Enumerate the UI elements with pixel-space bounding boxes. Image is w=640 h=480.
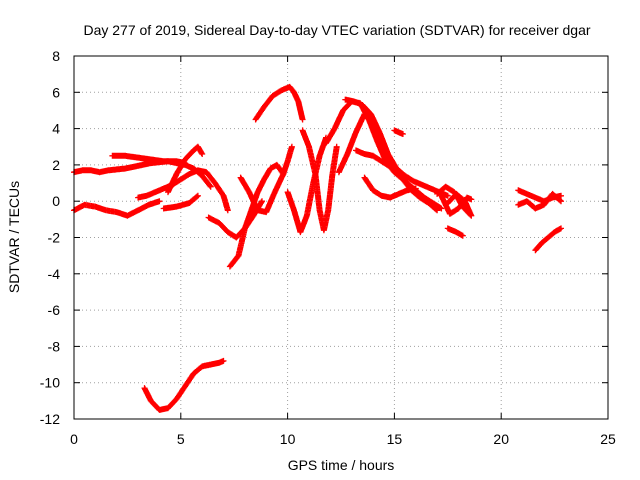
data-point-markers bbox=[438, 192, 475, 217]
series-track-21 bbox=[438, 192, 475, 217]
series-track-22 bbox=[444, 225, 466, 239]
series-track-07 bbox=[141, 357, 227, 413]
series-track-10 bbox=[237, 143, 295, 216]
y-tick-label: 6 bbox=[52, 84, 60, 100]
x-axis-label: GPS time / hours bbox=[288, 457, 395, 473]
data-point-markers bbox=[237, 143, 295, 216]
series-track-09 bbox=[226, 161, 287, 270]
data-point-markers bbox=[252, 83, 306, 123]
x-tick-label: 0 bbox=[70, 431, 78, 447]
series-track-18 bbox=[361, 174, 419, 201]
data-point-markers bbox=[444, 225, 466, 239]
data-point-markers bbox=[342, 96, 451, 199]
y-tick-label: -8 bbox=[48, 338, 61, 354]
data-point-markers bbox=[515, 190, 564, 212]
x-tick-label: 15 bbox=[387, 431, 403, 447]
y-tick-label: 2 bbox=[52, 157, 60, 173]
data-point-markers bbox=[109, 152, 189, 167]
chart-title: Day 277 of 2019, Sidereal Day-to-day VTE… bbox=[83, 22, 590, 38]
data-point-markers bbox=[391, 127, 406, 137]
series-track-11 bbox=[252, 83, 306, 123]
series-track-06 bbox=[160, 192, 201, 212]
series-track-05 bbox=[165, 143, 206, 196]
series-track-03 bbox=[71, 198, 163, 219]
x-tick-label: 10 bbox=[280, 431, 296, 447]
series-track-13 bbox=[299, 127, 340, 234]
x-axis-tick-labels: 0 5 10 15 20 25 bbox=[70, 431, 616, 447]
data-point-markers bbox=[299, 127, 340, 234]
data-point-markers bbox=[71, 198, 163, 219]
y-tick-label: 0 bbox=[52, 193, 60, 209]
y-tick-label: 4 bbox=[52, 121, 60, 137]
y-axis-tick-labels: -12 -10 -8 -6 -4 -2 0 2 4 6 8 bbox=[40, 48, 60, 427]
y-tick-label: -12 bbox=[40, 411, 60, 427]
data-point-markers bbox=[361, 174, 419, 201]
y-tick-label: -2 bbox=[48, 230, 61, 246]
data-point-markers bbox=[160, 192, 201, 212]
data-point-markers bbox=[141, 357, 227, 413]
series-track-20 bbox=[434, 183, 475, 219]
y-tick-label: -10 bbox=[40, 375, 60, 391]
series-track-15 bbox=[342, 96, 451, 199]
series-track-12 bbox=[284, 134, 329, 236]
y-tick-label: -4 bbox=[48, 266, 61, 282]
x-tick-label: 5 bbox=[177, 431, 185, 447]
data-point-markers bbox=[532, 225, 564, 254]
y-axis-label: SDTVAR / TECUs bbox=[6, 181, 22, 293]
series-track-17 bbox=[353, 147, 402, 176]
series-track-25 bbox=[532, 225, 564, 254]
x-tick-label: 25 bbox=[600, 431, 616, 447]
x-tick-label: 20 bbox=[493, 431, 509, 447]
data-point-markers bbox=[226, 161, 287, 270]
data-point-markers bbox=[165, 143, 206, 196]
plot-area bbox=[71, 83, 564, 413]
series-track-24 bbox=[515, 190, 564, 212]
data-point-markers bbox=[434, 183, 475, 219]
data-point-markers bbox=[353, 147, 402, 176]
y-tick-label: 8 bbox=[52, 48, 60, 64]
grid-lines bbox=[74, 56, 608, 419]
series-track-19 bbox=[391, 127, 406, 137]
axis-ticks bbox=[73, 55, 609, 420]
y-tick-label: -6 bbox=[48, 302, 61, 318]
series-track-02 bbox=[109, 152, 189, 167]
data-point-markers bbox=[284, 134, 329, 236]
